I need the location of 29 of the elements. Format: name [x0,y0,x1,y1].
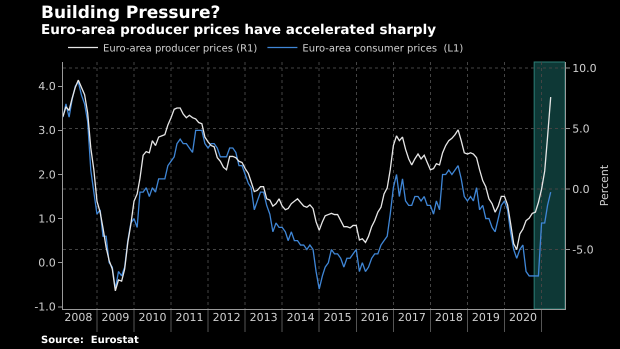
x-tick-label: 2018 [434,311,463,324]
y-tick-label: 3.0 [38,124,56,138]
chart-subtitle: Euro-area producer prices have accelerated sharply [41,22,436,38]
x-tick-label: 2015 [324,311,352,324]
x-tick-label: 2012 [212,311,241,324]
x-tick-label: 2013 [250,311,278,324]
x-tick-label: 2010 [138,311,166,324]
y-tick-label: -1.0 [34,300,56,314]
source-note: Source: Eurostat [41,335,140,346]
y2-axis-title: Percent [598,164,611,206]
y-tick-label: 4.0 [38,80,56,94]
legend-label: Euro-area producer prices (R1) [103,43,258,54]
y2-tick-label: 5.0 [572,122,590,136]
x-tick-label: 2014 [286,311,315,324]
x-tick-label: 2011 [175,311,204,324]
x-tick-label: 2019 [472,311,500,324]
y-tick-label: 0.0 [38,256,56,270]
y-tick-label: 1.0 [38,212,56,226]
x-tick-label: 2008 [64,311,92,324]
y2-tick-label: 10.0 [572,62,597,75]
legend-label: Euro-area consumer prices (L1) [302,43,464,54]
x-tick-label: 2016 [360,311,389,324]
x-tick-label: 2009 [101,311,130,324]
y2-tick-label: -5.0 [572,244,594,257]
y2-tick-label: 0.0 [572,182,590,196]
x-tick-label: 2020 [509,311,538,324]
y-tick-label: 2.0 [38,168,56,182]
chart-title: Building Pressure? [41,3,220,23]
x-tick-label: 2017 [398,311,426,324]
